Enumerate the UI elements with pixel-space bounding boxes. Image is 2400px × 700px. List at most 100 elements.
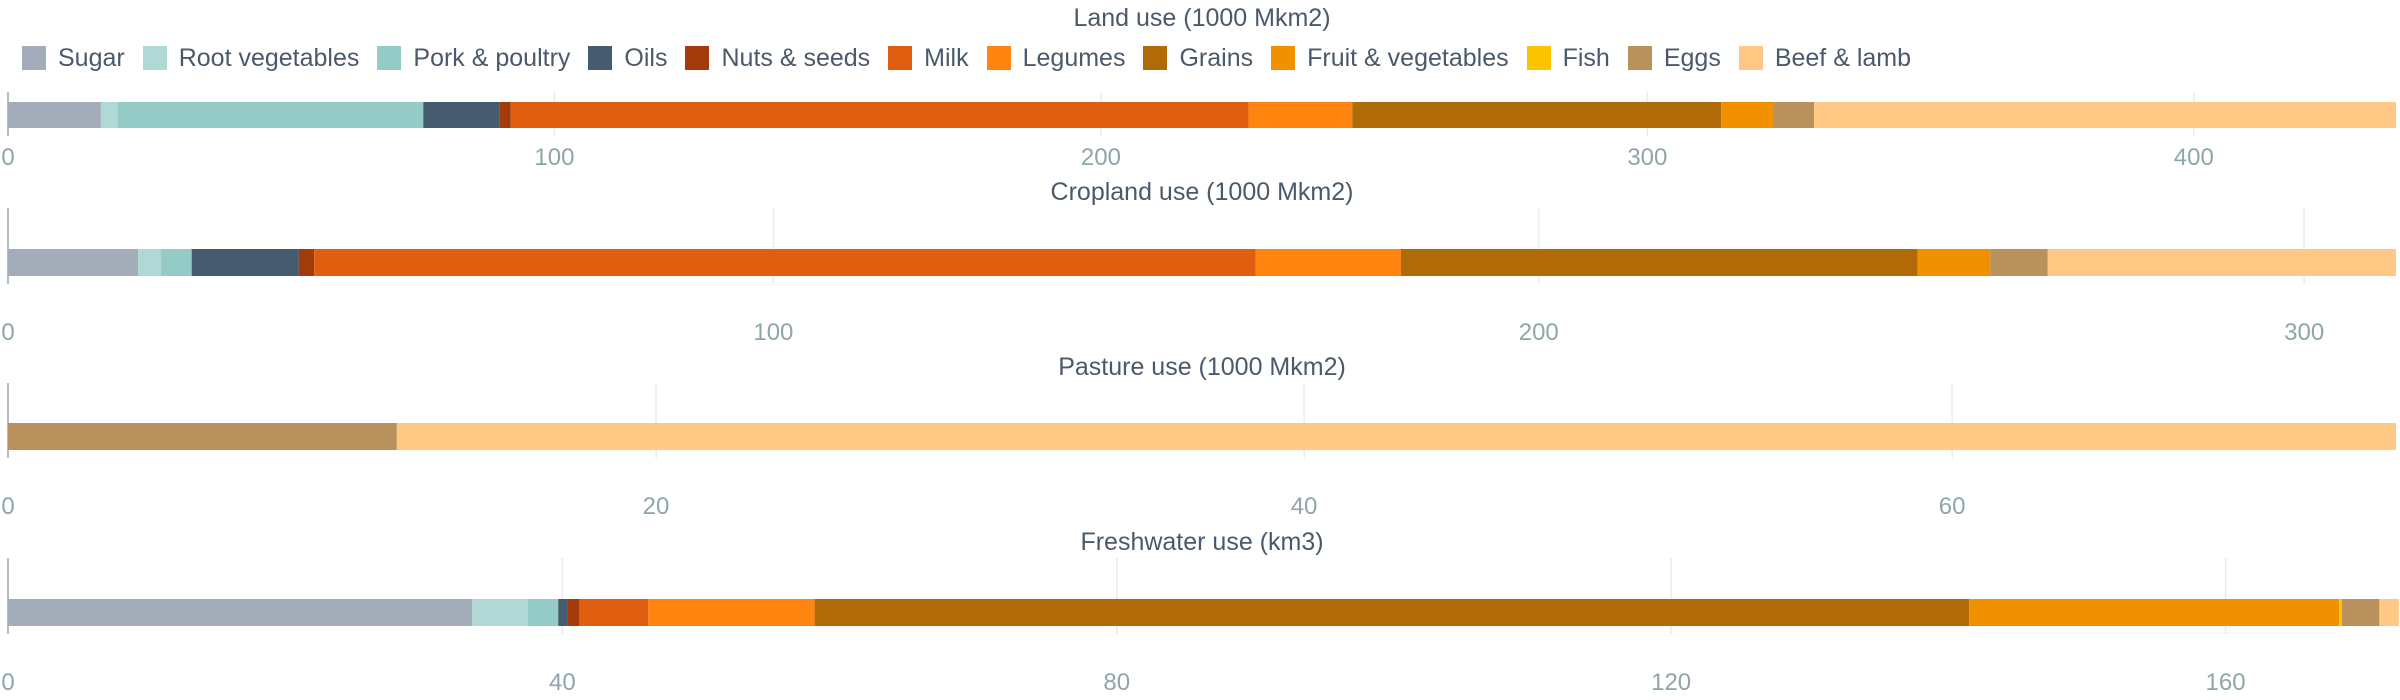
legend-label: Beef & lamb: [1774, 43, 1912, 72]
legend-item-legumes[interactable]: Legumes: [986, 43, 1126, 73]
legend-swatch: [986, 46, 1011, 70]
bar-segment-oils: [558, 599, 568, 626]
legend-item-oils[interactable]: Oils: [588, 44, 667, 73]
legend-item-pork-poultry[interactable]: Pork & poultry: [377, 44, 570, 73]
bar-segment-beef-lamb: [1814, 102, 2396, 128]
legend-item-eggs[interactable]: Eggs: [1627, 43, 1721, 73]
bar-segment-grains: [1352, 102, 1722, 128]
legend-swatch: [1271, 46, 1296, 70]
legend-swatch: [377, 46, 402, 70]
tick-label: 100: [753, 319, 793, 346]
bar-segment-fruit-vegetables: [1917, 249, 1991, 276]
legend-item-beef-lamb[interactable]: Beef & lamb: [1738, 43, 1912, 73]
bar-segment-eggs: [1990, 249, 2048, 276]
legend-item-sugar[interactable]: Sugar: [22, 44, 125, 73]
bar-segment-sugar: [8, 102, 101, 128]
legend-swatch: [685, 46, 710, 70]
legend-swatch: [588, 46, 613, 70]
bar-segment-nuts-seeds: [298, 249, 315, 276]
tick-label: 200: [1081, 144, 1121, 171]
legend-label: Nuts & seeds: [721, 43, 871, 72]
tick-label: 300: [2284, 319, 2324, 346]
bar-segment-eggs: [1773, 102, 1815, 128]
legend-label: Grains: [1179, 43, 1254, 72]
legend-item-milk[interactable]: Milk: [888, 43, 969, 73]
legend-label: Fruit & vegetables: [1307, 43, 1509, 72]
bar-segment-oils: [191, 249, 299, 276]
tick-label: 20: [643, 493, 670, 520]
legend-swatch: [1143, 46, 1168, 70]
bar-segment-beef-lamb: [2379, 599, 2399, 626]
tick-label: 40: [1291, 493, 1318, 520]
bar-segment-sugar: [8, 249, 139, 276]
bar-segment-grains: [814, 599, 1970, 626]
legend-item-grains[interactable]: Grains: [1143, 44, 1253, 73]
tick-label: 400: [2174, 144, 2214, 171]
bar-segment-nuts-seeds: [567, 599, 580, 626]
chart-title: Cropland use (1000 Mkm2): [1051, 178, 1354, 206]
tick-label: 300: [1627, 144, 1667, 171]
bar-segment-root-vegetables: [100, 102, 118, 128]
chart-title: Pasture use (1000 Mkm2): [1058, 353, 1346, 381]
chart-panel: 0 20 40 60 Pasture use (1000 Mkm2): [1, 353, 2396, 520]
bar-segment-pork-poultry: [117, 102, 424, 128]
bar-segment-legumes: [648, 599, 815, 626]
bar-segment-root-vegetables: [472, 599, 528, 626]
tick-label: 0: [1, 144, 14, 171]
bar-segment-eggs: [8, 423, 397, 450]
tick-label: 0: [1, 493, 14, 520]
bar-segment-legumes: [1255, 249, 1401, 276]
legend-swatch: [888, 46, 913, 70]
bar-segment-grains: [1401, 249, 1918, 276]
bar-segment-legumes: [1248, 102, 1353, 128]
tick-label: 60: [1939, 493, 1966, 520]
bar-segment-milk: [314, 249, 1256, 276]
legend: Sugar Root vegetables Pork & poultry Oil…: [22, 40, 1929, 76]
chart-panel: 0 100 200 300 400 Land use (1000 Mkm2): [1, 4, 2396, 171]
tick-label: 40: [549, 669, 576, 696]
chart-title: Freshwater use (km3): [1080, 528, 1323, 556]
legend-item-root-vegetables[interactable]: Root vegetables: [142, 43, 360, 73]
legend-label: Sugar: [58, 43, 125, 72]
tick-label: 0: [1, 669, 14, 696]
tick-label: 160: [2206, 669, 2246, 696]
bar-segment-pork-poultry: [161, 249, 192, 276]
legend-swatch: [1526, 46, 1551, 70]
tick-label: 100: [534, 144, 574, 171]
legend-label: Fish: [1562, 43, 1610, 72]
tick-label: 120: [1651, 669, 1691, 696]
legend-item-fruit-vegetables[interactable]: Fruit & vegetables: [1271, 44, 1509, 73]
tick-label: 80: [1103, 669, 1130, 696]
bar-segment-sugar: [8, 599, 473, 626]
chart-title: Land use (1000 Mkm2): [1073, 4, 1330, 32]
tick-label: 200: [1519, 319, 1559, 346]
legend-label: Pork & poultry: [413, 43, 571, 72]
bar-segment-fish: [2339, 599, 2342, 626]
legend-item-fish[interactable]: Fish: [1526, 43, 1610, 73]
bar-segment-fruit-vegetables: [1969, 599, 2340, 626]
legend-swatch: [22, 46, 46, 70]
tick-label: 0: [1, 319, 14, 346]
legend-label: Eggs: [1663, 43, 1721, 72]
bar-segment-oils: [423, 102, 500, 128]
bar-segment-fruit-vegetables: [1721, 102, 1774, 128]
legend-label: Oils: [624, 43, 668, 72]
legend-label: Milk: [924, 43, 969, 72]
legend-item-nuts-seeds[interactable]: Nuts & seeds: [685, 44, 870, 73]
bar-segment-nuts-seeds: [499, 102, 511, 128]
legend-swatch: [1627, 46, 1652, 70]
bar-segment-eggs: [2341, 599, 2380, 626]
bar-segment-beef-lamb: [2047, 249, 2396, 276]
legend-label: Root vegetables: [178, 43, 360, 72]
chart-panel: 0 40 80 120 160 Freshwater use (km3): [1, 528, 2399, 696]
bar-segment-pork-poultry: [527, 599, 559, 626]
bar-segment-beef-lamb: [396, 423, 2396, 450]
bar-segment-milk: [510, 102, 1249, 128]
chart-panel: 0 100 200 300 Cropland use (1000 Mkm2): [1, 178, 2396, 346]
legend-label: Legumes: [1022, 43, 1126, 72]
bar-segment-milk: [579, 599, 649, 626]
bar-segment-root-vegetables: [138, 249, 162, 276]
legend-swatch: [142, 46, 167, 70]
